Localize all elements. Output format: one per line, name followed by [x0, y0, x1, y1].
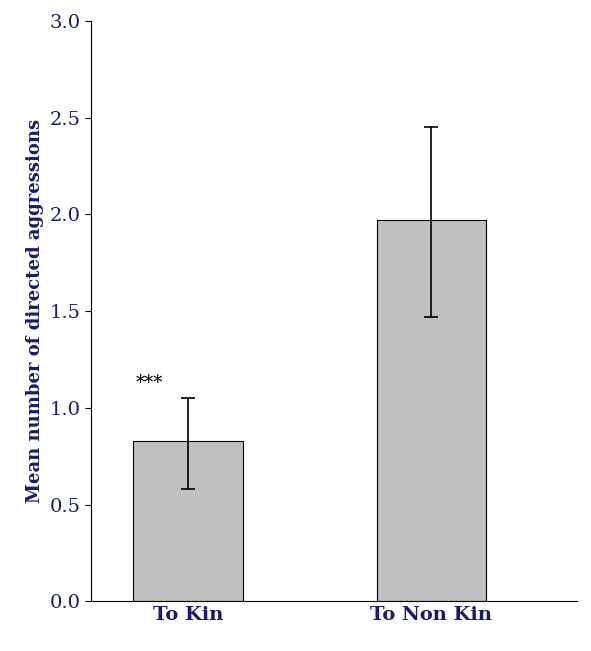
- Y-axis label: Mean number of directed aggressions: Mean number of directed aggressions: [26, 119, 44, 503]
- Bar: [376, 220, 486, 602]
- Text: ***: ***: [136, 374, 164, 393]
- Bar: [134, 441, 243, 602]
